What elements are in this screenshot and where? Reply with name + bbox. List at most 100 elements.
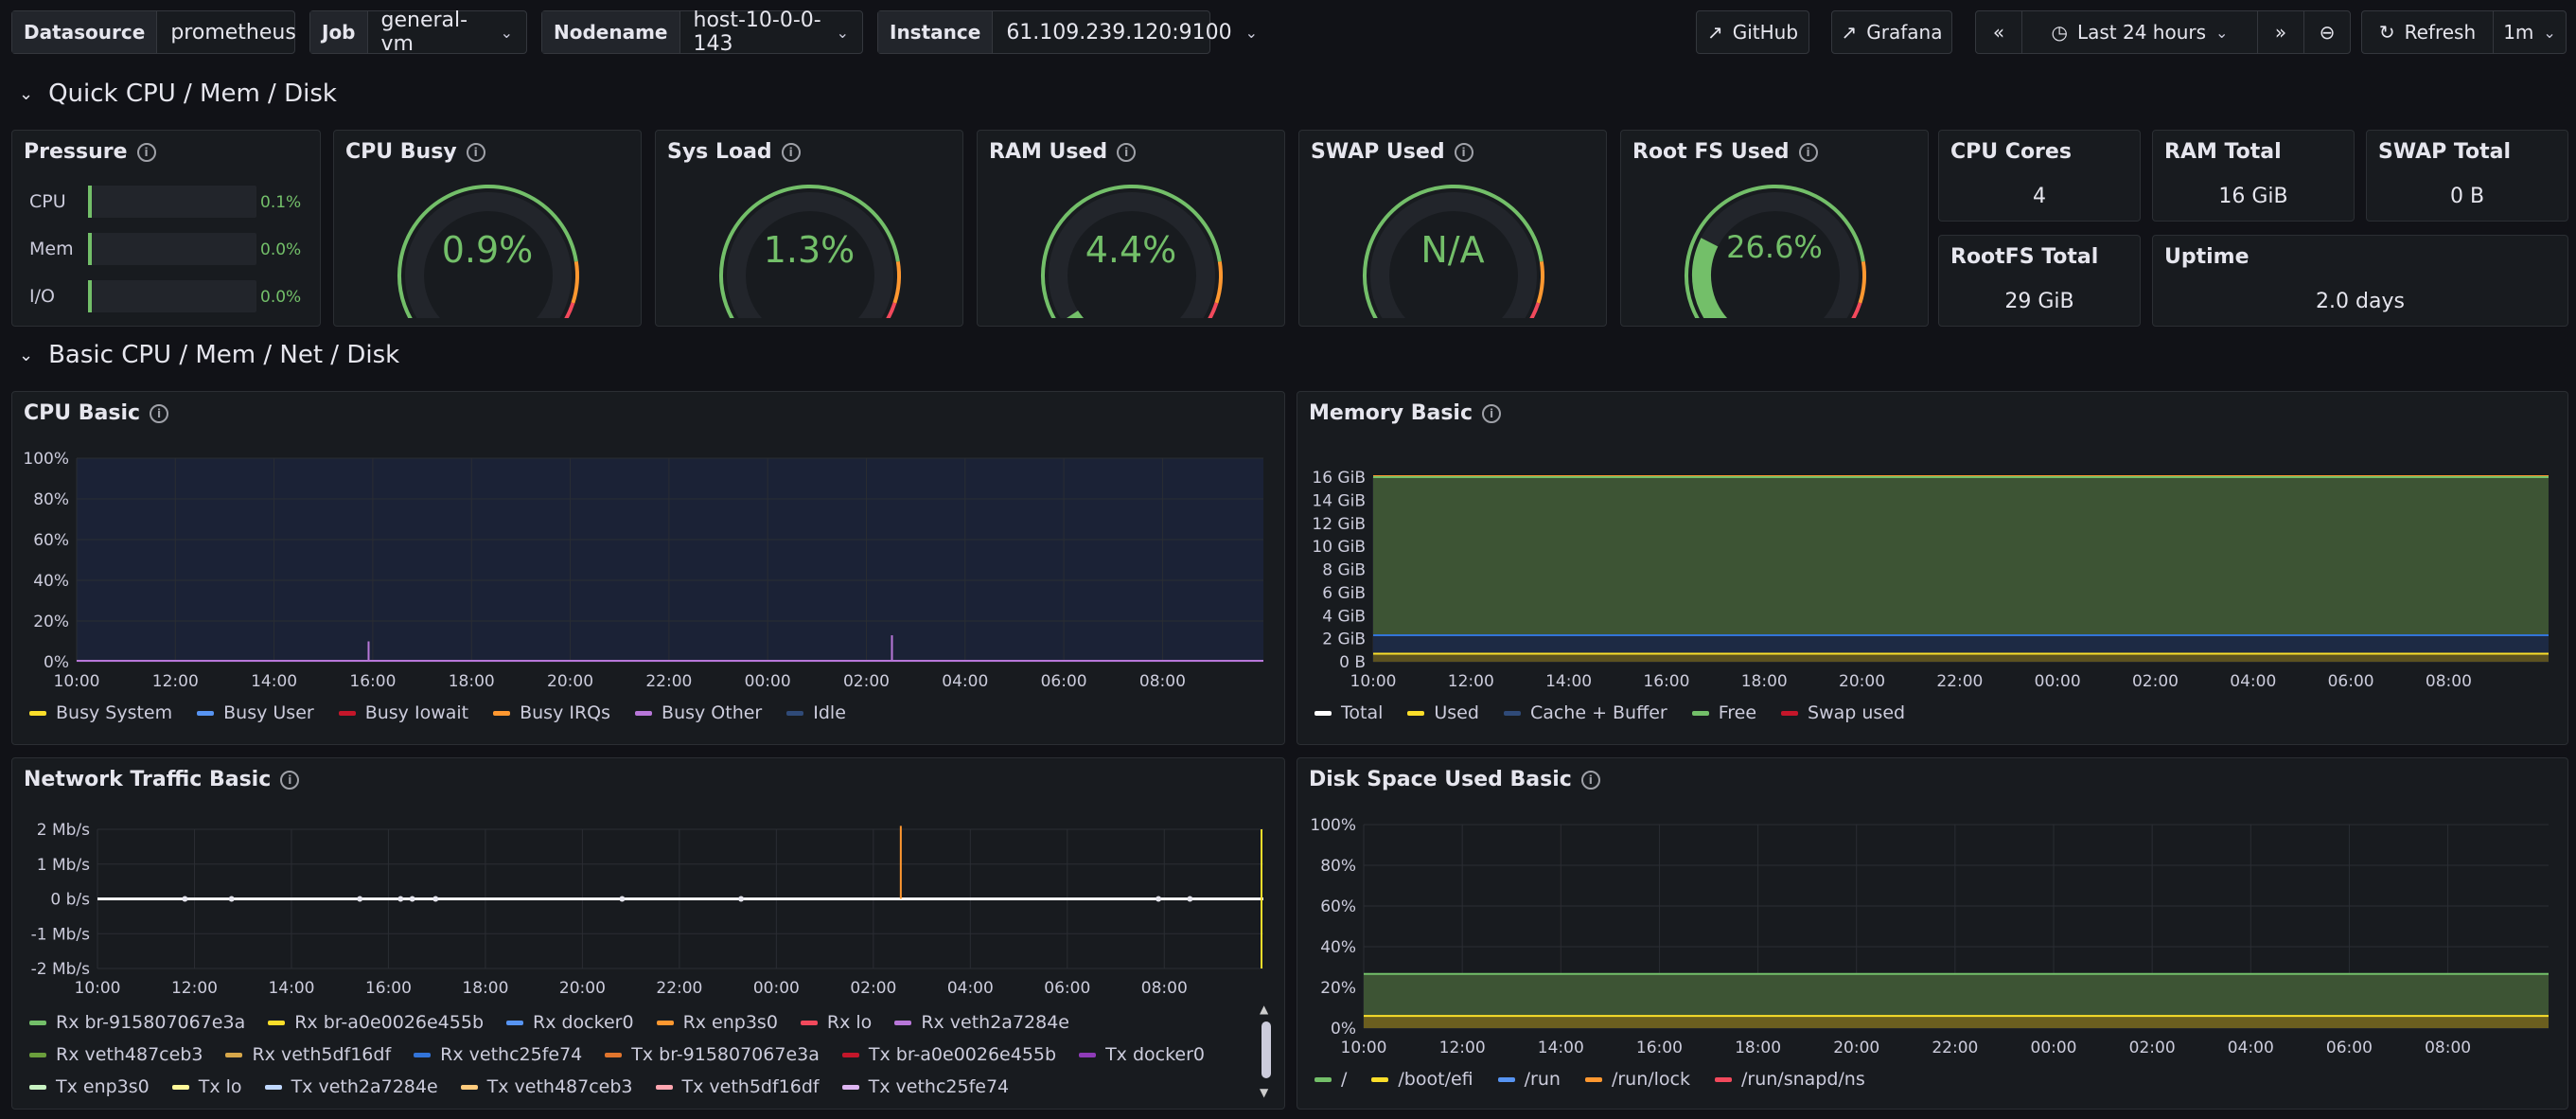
legend-item[interactable]: /run/lock (1584, 1069, 1690, 1090)
info-icon[interactable]: i (1798, 142, 1818, 162)
legend-item[interactable]: Used (1407, 702, 1479, 723)
legend-item[interactable]: Tx docker0 (1079, 1044, 1205, 1065)
panel-title-text: RAM Used (989, 140, 1108, 164)
info-icon[interactable]: i (1482, 403, 1501, 423)
grafana-label: Grafana (1866, 21, 1943, 44)
x-tick-label: 14:00 (1545, 672, 1592, 691)
x-tick-label: 18:00 (462, 979, 508, 998)
row-header-basic[interactable]: ⌄ Basic CPU / Mem / Net / Disk (19, 341, 399, 369)
legend-item[interactable]: Tx br-915807067e3a (605, 1044, 820, 1065)
info-icon[interactable]: i (466, 142, 485, 162)
scroll-down-icon[interactable]: ▼ (1260, 1086, 1269, 1099)
info-icon[interactable]: i (150, 403, 169, 423)
cpu-basic-chart[interactable]: 100% 80% 60% 40% 20% 0%10:00 12:00 14:00 16:00 18… (12, 439, 1286, 695)
panel-title: Disk Space Used Basic i (1309, 768, 1600, 791)
panel-title: Memory Basic i (1309, 401, 1501, 425)
legend-item[interactable]: Rx br-a0e0026e455b (268, 1012, 484, 1033)
info-icon[interactable]: i (1117, 142, 1137, 162)
zoom-out-button[interactable]: ⊖ (2303, 10, 2351, 54)
legend-item[interactable]: /run/snapd/ns (1715, 1069, 1865, 1090)
legend-item[interactable]: Free (1691, 702, 1756, 723)
time-range-picker[interactable]: ◷ Last 24 hours ⌄ (2021, 10, 2258, 54)
legend-label: /run/lock (1611, 1069, 1690, 1090)
x-tick-label: 06:00 (1041, 672, 1087, 691)
used-area (1373, 653, 2549, 662)
info-icon[interactable]: i (781, 142, 801, 162)
x-tick-label: 04:00 (2230, 672, 2276, 691)
network-traffic-basic-panel: Network Traffic Basic i 2 Mb/s 1 Mb/s 0 b/s… (11, 757, 1285, 1110)
gauge-threshold-orange (1536, 260, 1544, 304)
panel-title-text: Network Traffic Basic (24, 768, 272, 791)
y-tick-label: -1 Mb/s (31, 925, 91, 944)
network-traffic-chart[interactable]: 2 Mb/s 1 Mb/s 0 b/s -1 Mb/s -2 Mb/s10:00 12:0… (12, 806, 1286, 1014)
legend-item[interactable]: Tx enp3s0 (29, 1076, 150, 1097)
time-shift-forward-button[interactable]: » (2257, 10, 2304, 54)
memory-basic-chart[interactable]: 16 GiB 14 GiB 12 GiB 10 GiB 8 GiB 6 GiB 4 GiB 2… (1297, 439, 2569, 695)
legend-item[interactable]: Busy Other (635, 702, 762, 723)
variable-value: 61.109.239.120:9100 (1006, 20, 1232, 44)
legend-item[interactable]: Swap used (1781, 702, 1905, 723)
legend-item[interactable]: Rx lo (800, 1012, 872, 1033)
legend-item[interactable]: Total (1314, 702, 1383, 723)
legend-item[interactable]: Tx veth5df16df (655, 1076, 820, 1097)
x-tick-label: 08:00 (2426, 672, 2472, 691)
uptime-panel: Uptime 2.0 days (2152, 235, 2568, 327)
legend-item[interactable]: Tx veth487ceb3 (460, 1076, 633, 1097)
legend-item[interactable]: /run (1497, 1069, 1561, 1090)
x-tick-label: 16:00 (1636, 1039, 1683, 1057)
legend-item[interactable]: Rx enp3s0 (656, 1012, 778, 1033)
legend-item[interactable]: Rx veth2a7284e (894, 1012, 1069, 1033)
legend-item[interactable]: Tx lo (171, 1076, 242, 1097)
gauge-threshold-green (1685, 185, 1865, 318)
x-tick-label: 02:00 (843, 672, 890, 691)
time-shift-back-button[interactable]: « (1975, 10, 2022, 54)
legend-swatch (29, 1052, 46, 1057)
row-header-quick[interactable]: ⌄ Quick CPU / Mem / Disk (19, 80, 337, 108)
legend-item[interactable]: Tx br-a0e0026e455b (841, 1044, 1056, 1065)
github-link-button[interactable]: ↗ GitHub (1696, 10, 1809, 54)
gauge-panel: Sys Load i 1.3% (655, 130, 963, 327)
legend-item[interactable]: Busy User (197, 702, 314, 723)
x-tick-label: 20:00 (559, 979, 606, 998)
traffic-point (397, 896, 404, 902)
info-icon[interactable]: i (1454, 142, 1473, 162)
disk-space-chart[interactable]: 100% 80% 60% 40% 20% 0%10:00 12:00 14:00 16:00 18… (1297, 806, 2569, 1061)
scroll-up-icon[interactable]: ▲ (1260, 1003, 1269, 1016)
legend-item[interactable]: Busy IRQs (493, 702, 610, 723)
legend-item[interactable]: Idle (786, 702, 846, 723)
legend-item[interactable]: Rx docker0 (506, 1012, 634, 1033)
legend-item[interactable]: Tx veth2a7284e (264, 1076, 438, 1097)
scrollbar-thumb[interactable] (1262, 1021, 1271, 1078)
variable-instance[interactable]: Instance 61.109.239.120:9100 ⌄ (877, 10, 1258, 54)
legend-item[interactable]: /boot/efi (1371, 1069, 1473, 1090)
refresh-interval-picker[interactable]: 1m ⌄ (2493, 10, 2567, 54)
stat-value: 4 (2033, 185, 2046, 208)
legend-item[interactable]: Busy Iowait (338, 702, 468, 723)
legend-item[interactable]: Tx vethc25fe74 (841, 1076, 1009, 1097)
grafana-link-button[interactable]: ↗ Grafana (1831, 10, 1952, 54)
gauge-value: N/A (1420, 229, 1485, 271)
variable-job[interactable]: Job general-vm ⌄ (309, 9, 527, 56)
legend-item[interactable]: Cache + Buffer (1503, 702, 1667, 723)
legend-scrollbar[interactable]: ▲ ▼ (1260, 1003, 1273, 1101)
gauge-value-arc (1692, 238, 1728, 318)
legend-item[interactable]: / (1314, 1069, 1347, 1090)
y-tick-label: 14 GiB (1312, 491, 1366, 510)
info-icon[interactable]: i (136, 142, 156, 162)
y-tick-label: -2 Mb/s (31, 960, 91, 979)
legend-item[interactable]: Rx veth5df16df (225, 1044, 391, 1065)
refresh-button[interactable]: ↻ Refresh (2361, 10, 2494, 54)
github-label: GitHub (1732, 21, 1799, 44)
info-icon[interactable]: i (1580, 770, 1600, 790)
variable-datasource[interactable]: Datasource prometheus⌄ (11, 10, 322, 54)
legend-swatch (841, 1052, 859, 1057)
legend-item[interactable]: Rx vethc25fe74 (414, 1044, 582, 1065)
variable-nodename[interactable]: Nodename host-10-0-0-143 ⌄ (541, 9, 863, 56)
variable-value: general-vm (380, 9, 468, 56)
time-range-label: Last 24 hours (2076, 21, 2207, 44)
info-icon[interactable]: i (280, 770, 300, 790)
legend-item[interactable]: Rx br-915807067e3a (29, 1012, 245, 1033)
x-tick-label: 12:00 (1448, 672, 1494, 691)
legend-item[interactable]: Rx veth487ceb3 (29, 1044, 203, 1065)
legend-item[interactable]: Busy System (29, 702, 172, 723)
